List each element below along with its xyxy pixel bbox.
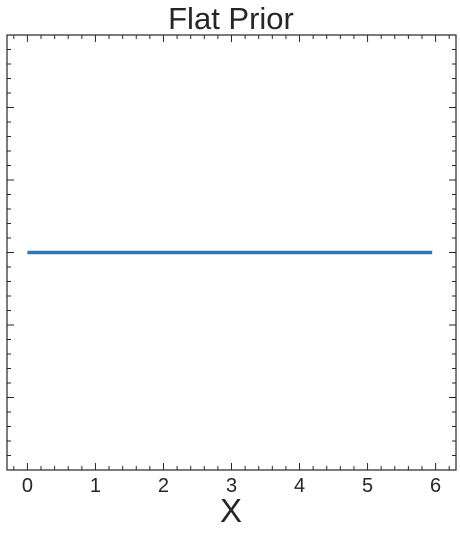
x-tick-labels: 0 1 2 3 4 5 6 [22,475,441,497]
axis-ticks [7,34,456,471]
plot-frame [6,34,457,471]
x-axis-label: X [220,492,242,529]
x-tick-label: 5 [362,475,373,497]
x-tick-label: 3 [226,475,237,497]
x-tick-label: 1 [90,475,101,497]
x-tick-label: 6 [430,475,441,497]
x-tick-label: 0 [22,475,33,497]
x-tick-label: 4 [294,475,305,497]
chart-title: Flat Prior [168,1,294,36]
x-tick-label: 2 [158,475,169,497]
